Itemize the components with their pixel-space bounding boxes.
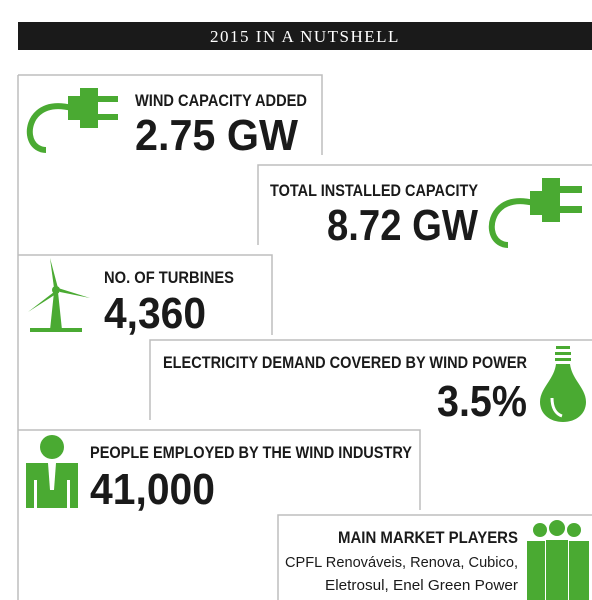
bulb-icon (540, 346, 586, 422)
stat-label: TOTAL INSTALLED CAPACITY (270, 181, 479, 200)
box (277, 514, 592, 600)
stat-value: 41,000 (90, 465, 215, 514)
box (18, 74, 323, 155)
turbine-icon (28, 258, 90, 332)
box (257, 164, 592, 245)
title: 2015 IN A NUTSHELL (210, 27, 400, 46)
box (149, 339, 592, 420)
box (18, 429, 421, 510)
plug-icon (488, 178, 582, 248)
person-icon (26, 435, 78, 508)
stat-label: NO. OF TURBINES (104, 268, 234, 287)
stat-value: 4,360 (104, 289, 206, 338)
stat-label: MAIN MARKET PLAYERS (338, 528, 518, 547)
stat-label: PEOPLE EMPLOYED BY THE WIND INDUSTRY (90, 443, 413, 462)
stat-value: 8.72 GW (327, 201, 478, 250)
group-icon (527, 520, 589, 600)
stat-value: 3.5% (437, 377, 527, 426)
title-bar (18, 22, 592, 50)
plug-icon (26, 88, 118, 153)
stat-label: WIND CAPACITY ADDED (135, 91, 307, 110)
box (18, 254, 273, 335)
stat-label: ELECTRICITY DEMAND COVERED BY WIND POWER (163, 353, 527, 372)
stat-value: 2.75 GW (135, 111, 298, 160)
players-line: Eletrosul, Enel Green Power (325, 577, 518, 594)
players-line: CPFL Renováveis, Renova, Cubico, (285, 554, 518, 571)
